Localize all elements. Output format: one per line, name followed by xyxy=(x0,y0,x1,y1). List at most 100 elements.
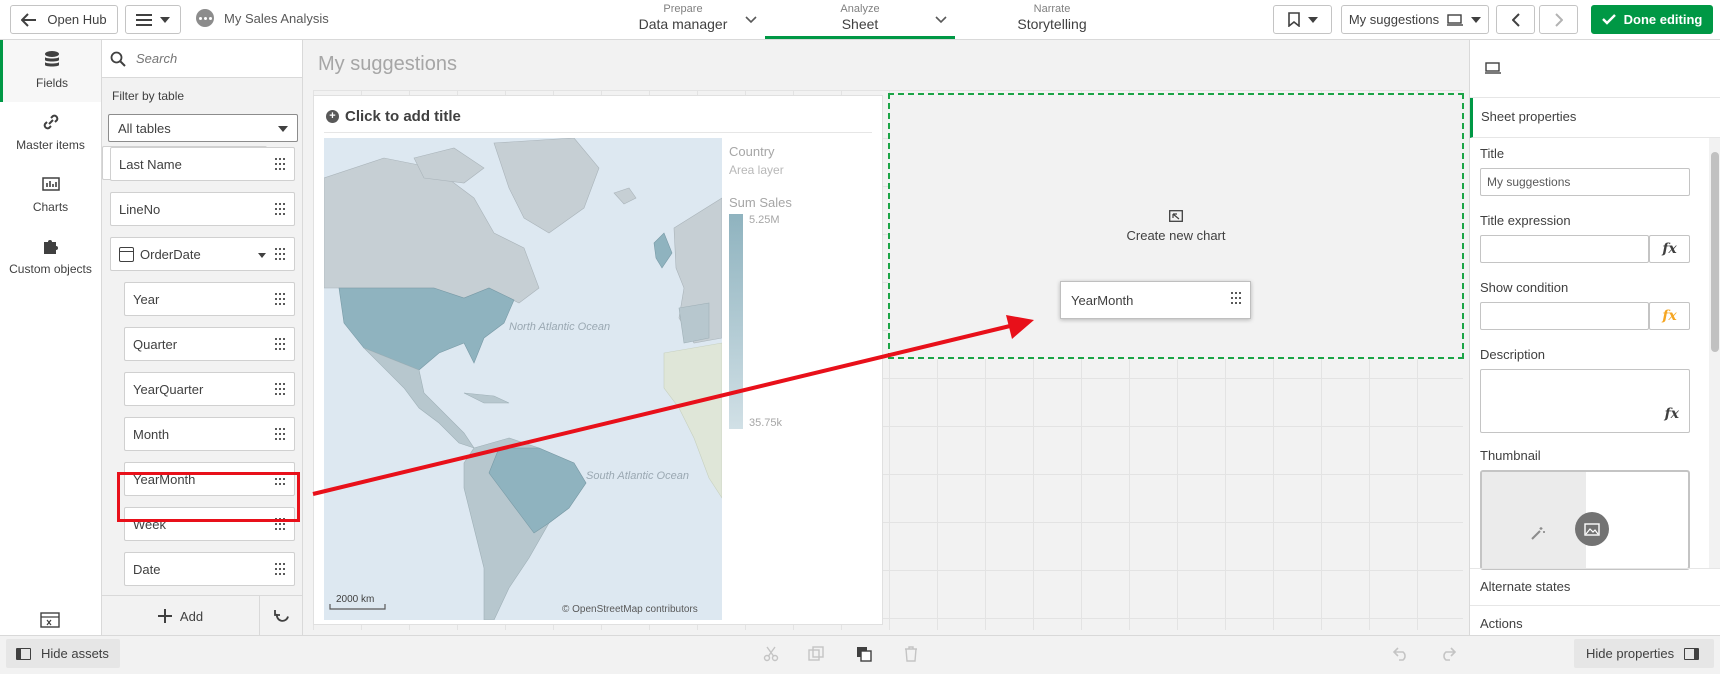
map-legend: Country Area layer Sum Sales 5.25M 35.75… xyxy=(729,144,874,444)
global-menu-button[interactable] xyxy=(125,5,181,34)
previous-sheet-button[interactable] xyxy=(1496,5,1535,34)
drag-handle-icon[interactable] xyxy=(275,203,285,216)
redo-button[interactable] xyxy=(1439,645,1457,663)
field-label: LineNo xyxy=(119,201,161,217)
hide-assets-button[interactable]: Hide assets xyxy=(6,639,120,668)
field-item-yearmonth[interactable]: YearMonth xyxy=(124,462,295,496)
undo-button[interactable] xyxy=(1392,645,1410,663)
chart-title-label: Click to add title xyxy=(345,108,461,125)
chart-drop-zone[interactable]: Create new chart xyxy=(888,93,1464,359)
drag-handle-icon[interactable] xyxy=(275,338,285,351)
properties-top xyxy=(1470,40,1720,98)
chevron-right-icon xyxy=(1554,12,1563,27)
field-item-month[interactable]: Month xyxy=(124,417,295,451)
search-input[interactable] xyxy=(136,51,286,66)
sheet-icon[interactable] xyxy=(1485,62,1501,74)
drag-handle-icon[interactable] xyxy=(1231,292,1241,305)
arrow-left-icon xyxy=(21,12,37,27)
sheet-canvas[interactable]: My suggestions + Click to add title xyxy=(303,40,1469,635)
title-expression-label: Title expression xyxy=(1480,213,1571,228)
bookmark-icon xyxy=(1287,12,1300,27)
reload-data-button[interactable] xyxy=(262,596,302,635)
paste-button[interactable] xyxy=(855,645,873,663)
search-box xyxy=(102,40,302,78)
rail-item-custom-objects[interactable]: Custom objects xyxy=(0,226,101,288)
undo-icon xyxy=(1393,647,1406,661)
chevron-down-icon xyxy=(160,16,170,23)
field-item-year[interactable]: Year xyxy=(124,282,295,316)
variables-icon[interactable] xyxy=(40,612,60,628)
rail-item-fields[interactable]: Fields xyxy=(0,40,101,102)
map-attribution[interactable]: © OpenStreetMap contributors xyxy=(562,604,698,615)
map-chart-card[interactable]: + Click to add title xyxy=(313,95,883,625)
scrollbar-thumb[interactable] xyxy=(1711,152,1719,352)
map-area[interactable]: North Atlantic Ocean South Atlantic Ocea… xyxy=(324,138,722,620)
open-hub-button[interactable]: Open Hub xyxy=(10,5,118,34)
tab-narrate[interactable]: Narrate Storytelling xyxy=(975,0,1129,39)
app-title[interactable]: My Sales Analysis xyxy=(196,9,329,27)
field-item-last-name[interactable]: Last Name xyxy=(110,147,295,181)
chart-title-placeholder[interactable]: + Click to add title xyxy=(326,108,461,125)
field-item-quarter[interactable]: Quarter xyxy=(124,327,295,361)
next-sheet-button[interactable] xyxy=(1539,5,1578,34)
drag-handle-icon[interactable] xyxy=(275,428,285,441)
done-editing-button[interactable]: Done editing xyxy=(1591,5,1713,34)
show-condition-input[interactable] xyxy=(1480,302,1649,330)
prepare-chevron-icon[interactable] xyxy=(745,16,757,24)
field-item-yearquarter[interactable]: YearQuarter xyxy=(124,372,295,406)
sheet-selector-button[interactable]: My suggestions xyxy=(1341,5,1489,34)
tab-prepare-big: Data manager xyxy=(638,16,728,32)
field-label: Date xyxy=(133,561,161,577)
sheet-title[interactable]: My suggestions xyxy=(318,53,457,75)
thumbnail-box[interactable] xyxy=(1480,470,1690,570)
magic-wand-icon[interactable] xyxy=(1530,525,1546,541)
description-fx-button[interactable]: fx xyxy=(1664,406,1679,422)
expand-caret-icon[interactable] xyxy=(258,253,266,258)
chart-placeholder-icon xyxy=(1169,210,1183,222)
field-item-lineno[interactable]: LineNo xyxy=(110,192,295,226)
tab-analyze[interactable]: Analyze Sheet xyxy=(765,0,955,39)
rail-item-master-items[interactable]: Master items xyxy=(0,102,101,164)
tab-analyze-big: Sheet xyxy=(841,16,879,32)
legend-min-value: 35.75k xyxy=(749,417,783,429)
cut-button[interactable] xyxy=(762,645,780,663)
fields-panel-footer: Add xyxy=(102,595,302,635)
alternate-states-section[interactable]: Alternate states xyxy=(1470,568,1720,605)
field-item-date[interactable]: Date xyxy=(124,552,295,586)
drag-handle-icon[interactable] xyxy=(275,563,285,576)
title-input[interactable]: My suggestions xyxy=(1480,168,1690,196)
drag-handle-icon[interactable] xyxy=(275,248,285,261)
tab-prepare[interactable]: Prepare Data manager xyxy=(600,0,766,39)
tab-narrate-big: Storytelling xyxy=(1017,16,1087,32)
tab-prepare-small: Prepare xyxy=(663,3,703,15)
hide-properties-button[interactable]: Hide properties xyxy=(1574,639,1714,668)
field-label: YearQuarter xyxy=(133,381,204,397)
description-textarea[interactable]: fx xyxy=(1480,369,1690,433)
link-icon xyxy=(43,114,58,130)
title-expression-input[interactable] xyxy=(1480,235,1649,263)
delete-button[interactable] xyxy=(902,645,920,663)
copy-button[interactable] xyxy=(807,645,825,663)
calendar-icon xyxy=(119,246,134,262)
field-item-orderdate[interactable]: OrderDate xyxy=(110,237,295,271)
title-expression-fx-button[interactable]: fx xyxy=(1649,235,1690,263)
dragged-field-yearmonth[interactable]: YearMonth xyxy=(1060,281,1251,319)
show-condition-fx-button[interactable]: fx xyxy=(1649,302,1690,330)
map-scale-label: 2000 km xyxy=(336,594,374,605)
image-select-button[interactable] xyxy=(1575,512,1609,546)
card-divider xyxy=(324,132,872,133)
drag-handle-icon[interactable] xyxy=(275,383,285,396)
properties-scrollbar[interactable] xyxy=(1709,138,1720,568)
actions-section[interactable]: Actions xyxy=(1470,605,1720,635)
thumbnail-label: Thumbnail xyxy=(1480,448,1541,463)
analyze-chevron-icon[interactable] xyxy=(935,16,947,24)
redo-icon xyxy=(1443,647,1456,661)
panel-right-icon xyxy=(1684,647,1700,660)
filter-by-table-label: Filter by table xyxy=(112,89,185,103)
add-field-button[interactable]: Add xyxy=(102,596,260,635)
bookmark-button[interactable] xyxy=(1273,5,1332,34)
rail-item-charts[interactable]: Charts xyxy=(0,164,101,226)
drag-handle-icon[interactable] xyxy=(275,158,285,171)
table-filter-select[interactable]: All tables xyxy=(108,114,298,142)
drag-handle-icon[interactable] xyxy=(275,293,285,306)
